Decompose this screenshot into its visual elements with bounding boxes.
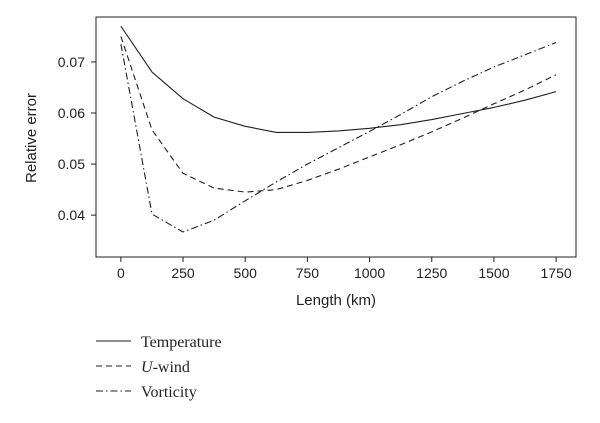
- x-tick-label: 750: [296, 265, 320, 281]
- x-tick-label: 1000: [354, 265, 385, 281]
- x-tick-label: 1750: [541, 265, 572, 281]
- series-line-temperature: [120, 25, 557, 133]
- legend-label-temperature: Temperature: [141, 334, 222, 351]
- x-tick-label: 0: [117, 265, 125, 281]
- y-axis-label: Relative error: [23, 93, 40, 183]
- axis-ticks: 0 250 500 750 1000 1250 1500 1750 0.04 0.05 0.06 0.…: [58, 54, 572, 281]
- y-tick-label: 0.04: [58, 207, 85, 223]
- legend-label-u-wind: U-wind: [141, 359, 190, 376]
- x-tick-label: 250: [171, 265, 195, 281]
- x-tick-label: 1250: [416, 265, 447, 281]
- x-axis-label: Length (km): [296, 292, 376, 309]
- series-line-vorticity: [120, 41, 557, 233]
- series-lines: [120, 25, 557, 233]
- series-line-u-wind: [120, 36, 557, 193]
- plot-frame: [95, 16, 577, 258]
- legend-label-vorticity: Vorticity: [141, 384, 197, 401]
- y-tick-label: 0.05: [58, 156, 85, 172]
- y-tick-label: 0.06: [58, 105, 85, 121]
- y-tick-label: 0.07: [58, 54, 85, 70]
- legend: Temperature U-wind Vorticity: [96, 334, 222, 401]
- x-tick-label: 1500: [478, 265, 509, 281]
- x-tick-label: 500: [234, 265, 258, 281]
